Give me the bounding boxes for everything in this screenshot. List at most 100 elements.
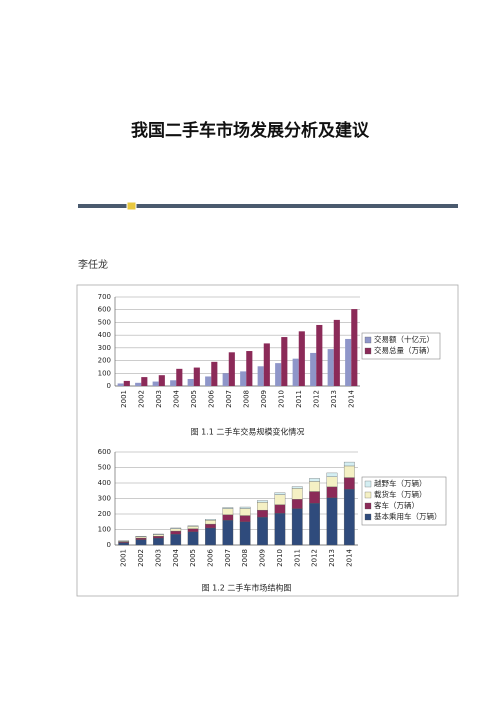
bar-segment (153, 538, 163, 545)
y-tick-label: 500 (98, 318, 111, 326)
x-tick-label: 2010 (277, 390, 285, 408)
bar-segment (257, 510, 267, 517)
bar (188, 379, 194, 386)
bar (135, 383, 141, 386)
bar (334, 320, 340, 386)
y-tick-label: 0 (107, 382, 111, 390)
bar-segment (240, 516, 250, 522)
figure-caption: 图 1.1 二手车交易规模变化情况 (191, 427, 305, 437)
bar (293, 359, 299, 386)
legend-swatch (365, 348, 371, 354)
bar-segment (292, 488, 302, 499)
x-tick-label: 2014 (345, 548, 353, 566)
x-tick-label: 2012 (311, 549, 319, 567)
bar-segment (275, 495, 285, 505)
legend-label: 交易总量（万辆） (374, 345, 434, 355)
bar-segment (257, 502, 267, 510)
bar-segment (153, 536, 163, 538)
bar-segment (136, 540, 146, 545)
y-tick-label: 300 (98, 495, 111, 503)
legend-label: 越野车（万辆） (374, 478, 427, 488)
x-tick-label: 2002 (137, 390, 145, 408)
bar-segment (344, 462, 354, 466)
bar-segment (171, 531, 181, 534)
bar (124, 381, 130, 386)
bar-segment (344, 489, 354, 545)
bar-segment (327, 487, 337, 498)
y-tick-label: 400 (98, 331, 111, 339)
x-tick-label: 2011 (293, 549, 301, 567)
bar-segment (275, 505, 285, 514)
y-tick-label: 600 (98, 448, 111, 456)
bar-segment (327, 473, 337, 477)
bar (240, 371, 246, 386)
bar-segment (188, 526, 198, 528)
doc-title: 我国二手车市场发展分析及建议 (131, 120, 370, 141)
bar (229, 352, 235, 386)
bar-segment (223, 515, 233, 520)
bar-segment (205, 519, 215, 520)
x-tick-label: 2009 (259, 549, 267, 567)
bar (345, 339, 351, 386)
bar (316, 325, 322, 386)
bar-segment (223, 520, 233, 545)
legend-label: 交易额（十亿元） (374, 334, 434, 344)
legend-swatch (365, 481, 371, 487)
x-tick-label: 2011 (295, 390, 303, 408)
bar-segment (344, 478, 354, 490)
y-tick-label: 500 (98, 464, 111, 472)
x-tick-label: 2009 (260, 390, 268, 408)
bar (264, 343, 270, 386)
bar-segment (257, 501, 267, 503)
bar-segment (118, 543, 128, 545)
y-tick-label: 100 (98, 369, 111, 377)
bar-segment (205, 528, 215, 545)
bar-segment (171, 529, 181, 531)
bar-segment (153, 534, 163, 535)
x-tick-label: 2002 (137, 549, 145, 567)
bar-segment (223, 509, 233, 515)
bar-segment (309, 481, 319, 491)
bar-segment (136, 538, 146, 540)
y-tick-label: 0 (107, 541, 111, 549)
x-tick-label: 2005 (189, 549, 197, 567)
bar-segment (205, 520, 215, 524)
bar-segment (275, 493, 285, 495)
x-tick-label: 2005 (190, 390, 198, 408)
bar-segment (205, 524, 215, 528)
bar-segment (240, 507, 250, 509)
bar-segment (223, 507, 233, 508)
bar (194, 368, 200, 386)
bar (211, 362, 217, 386)
bar-segment (188, 532, 198, 545)
bar-segment (171, 528, 181, 529)
x-tick-label: 2013 (330, 390, 338, 408)
bar-segment (275, 513, 285, 545)
divider-icon (127, 202, 136, 210)
y-tick-label: 100 (98, 526, 111, 534)
bar (159, 375, 165, 386)
x-tick-label: 2003 (154, 549, 162, 567)
bar (176, 369, 182, 386)
bar-segment (240, 522, 250, 545)
x-tick-label: 2006 (207, 389, 215, 407)
x-tick-label: 2001 (120, 390, 128, 408)
x-tick-label: 2014 (347, 389, 355, 407)
bar-segment (292, 487, 302, 489)
y-tick-label: 200 (98, 357, 111, 365)
bar (141, 377, 147, 386)
x-tick-label: 2013 (328, 549, 336, 567)
bar-segment (240, 509, 250, 516)
legend-label: 载货车（万辆） (374, 489, 427, 499)
bar (310, 353, 316, 386)
x-tick-label: 2006 (206, 548, 214, 566)
bar (246, 351, 252, 386)
bar-segment (344, 466, 354, 478)
figure-caption: 图 1.2 二手车市场结构图 (202, 583, 292, 593)
x-tick-label: 2012 (312, 390, 320, 408)
legend-label: 客车（万辆） (374, 500, 419, 510)
x-tick-label: 2007 (224, 549, 232, 567)
bar-segment (309, 478, 319, 481)
y-tick-label: 600 (98, 306, 111, 314)
bar (275, 363, 281, 386)
